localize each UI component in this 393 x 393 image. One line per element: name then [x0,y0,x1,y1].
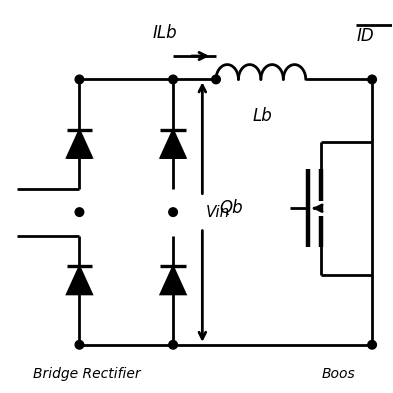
Polygon shape [160,130,186,158]
Polygon shape [67,266,92,294]
Text: Bridge Rectifier: Bridge Rectifier [33,367,141,381]
Circle shape [75,208,84,217]
Circle shape [75,340,84,349]
Circle shape [212,75,220,84]
Text: ID: ID [356,27,374,45]
Text: ILb: ILb [153,24,178,42]
Circle shape [368,340,376,349]
Circle shape [169,340,177,349]
Circle shape [169,208,177,217]
Text: Qb: Qb [220,199,243,217]
Text: Boos: Boos [321,367,355,381]
Polygon shape [160,266,186,294]
Circle shape [169,75,177,84]
Polygon shape [67,130,92,158]
Circle shape [368,75,376,84]
Text: Vin: Vin [206,205,231,220]
Circle shape [75,75,84,84]
Text: Lb: Lb [253,107,273,125]
